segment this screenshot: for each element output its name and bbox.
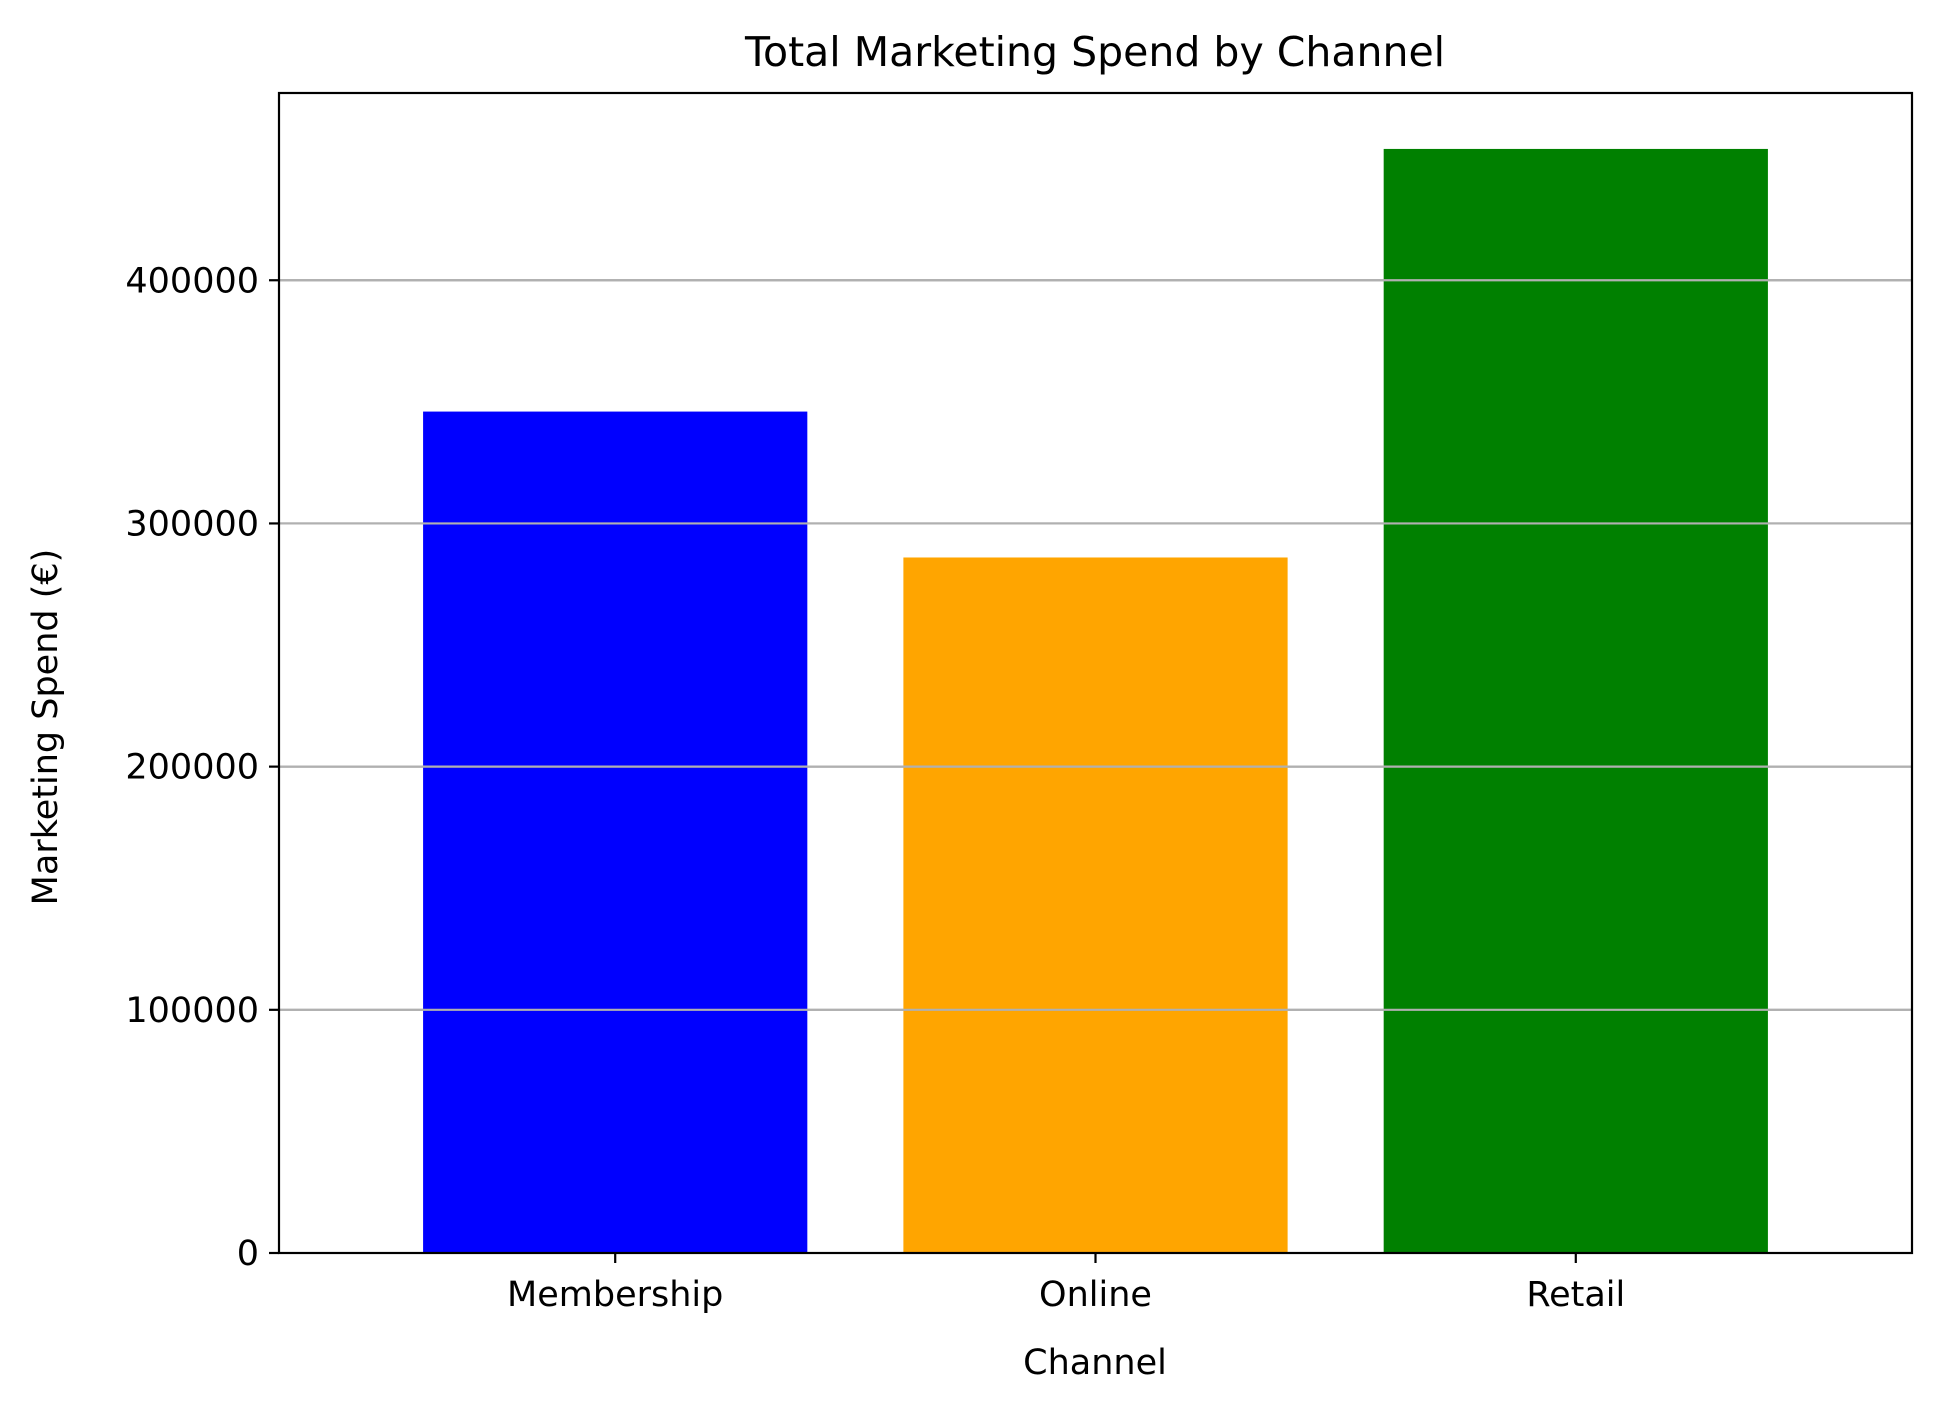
bar-retail [1383, 148, 1768, 1254]
axes: 0 100000 200000 300000 400000 Membership Onlin… [125, 91, 1914, 1315]
x-tick-label-online: Online [1039, 1275, 1152, 1315]
y-tick-label-0: 0 [237, 1234, 259, 1274]
bar-online [903, 557, 1288, 1253]
x-tick-label-retail: Retail [1526, 1275, 1625, 1315]
y-tick-label-300000: 300000 [125, 504, 259, 544]
y-tick-label-400000: 400000 [125, 261, 259, 301]
y-tick-label-100000: 100000 [125, 991, 259, 1031]
y-tick-label-200000: 200000 [125, 748, 259, 788]
chart-title: Total Marketing Spend by Channel [744, 28, 1445, 76]
chart-text: Total Marketing Spend by Channel Channel… [26, 28, 1445, 1383]
x-axis-label: Channel [1023, 1343, 1167, 1383]
y-axis-label: Marketing Spend (€) [26, 549, 66, 906]
x-tick-label-membership: Membership [507, 1275, 723, 1315]
bars [279, 148, 1912, 1254]
bar-membership [423, 411, 808, 1253]
